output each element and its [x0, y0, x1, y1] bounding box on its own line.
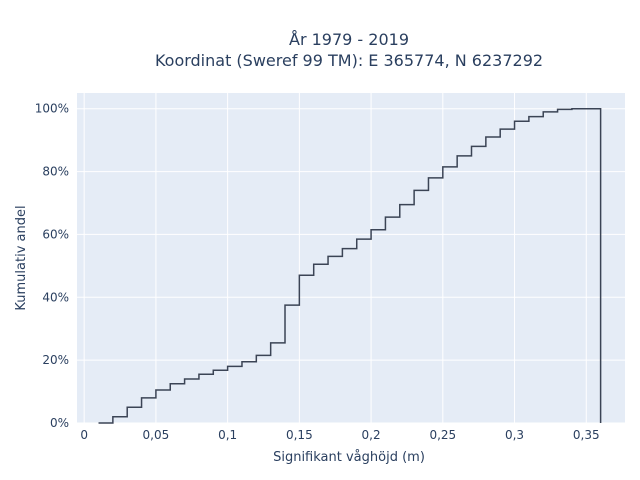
x-axis-ticks: 0 0,05 0,1 0,15 0,2 0,25 0,3 0,35 [80, 428, 599, 442]
x-tick-label: 0,15 [286, 428, 313, 442]
x-tick-label: 0,35 [573, 428, 600, 442]
y-tick-label: 40% [42, 290, 69, 304]
x-tick-label: 0,1 [218, 428, 237, 442]
x-tick-label: 0,25 [429, 428, 456, 442]
y-tick-label: 80% [42, 165, 69, 179]
y-tick-label: 60% [42, 227, 69, 241]
x-tick-label: 0,3 [505, 428, 524, 442]
y-gridlines [77, 108, 625, 424]
y-tick-label: 20% [42, 353, 69, 367]
x-axis-title: Signifikant våghöjd (m) [273, 450, 425, 465]
y-tick-label: 100% [35, 102, 69, 116]
chart-title-line-2: Koordinat (Sweref 99 TM): E 365774, N 62… [155, 51, 543, 70]
x-tick-label: 0,2 [362, 428, 381, 442]
y-axis-title: Kumulativ andel [14, 205, 29, 310]
y-tick-label: 0% [50, 416, 69, 430]
x-tick-label: 0 [80, 428, 88, 442]
chart-title-line-1: År 1979 - 2019 [289, 30, 409, 49]
x-gridlines [83, 93, 587, 423]
plot-area [77, 93, 625, 423]
x-tick-label: 0,05 [143, 428, 170, 442]
y-axis-ticks: 0% 20% 40% 60% 80% 100% [35, 102, 69, 430]
series-layer [98, 107, 602, 424]
cumulative-step-line [98, 107, 602, 424]
